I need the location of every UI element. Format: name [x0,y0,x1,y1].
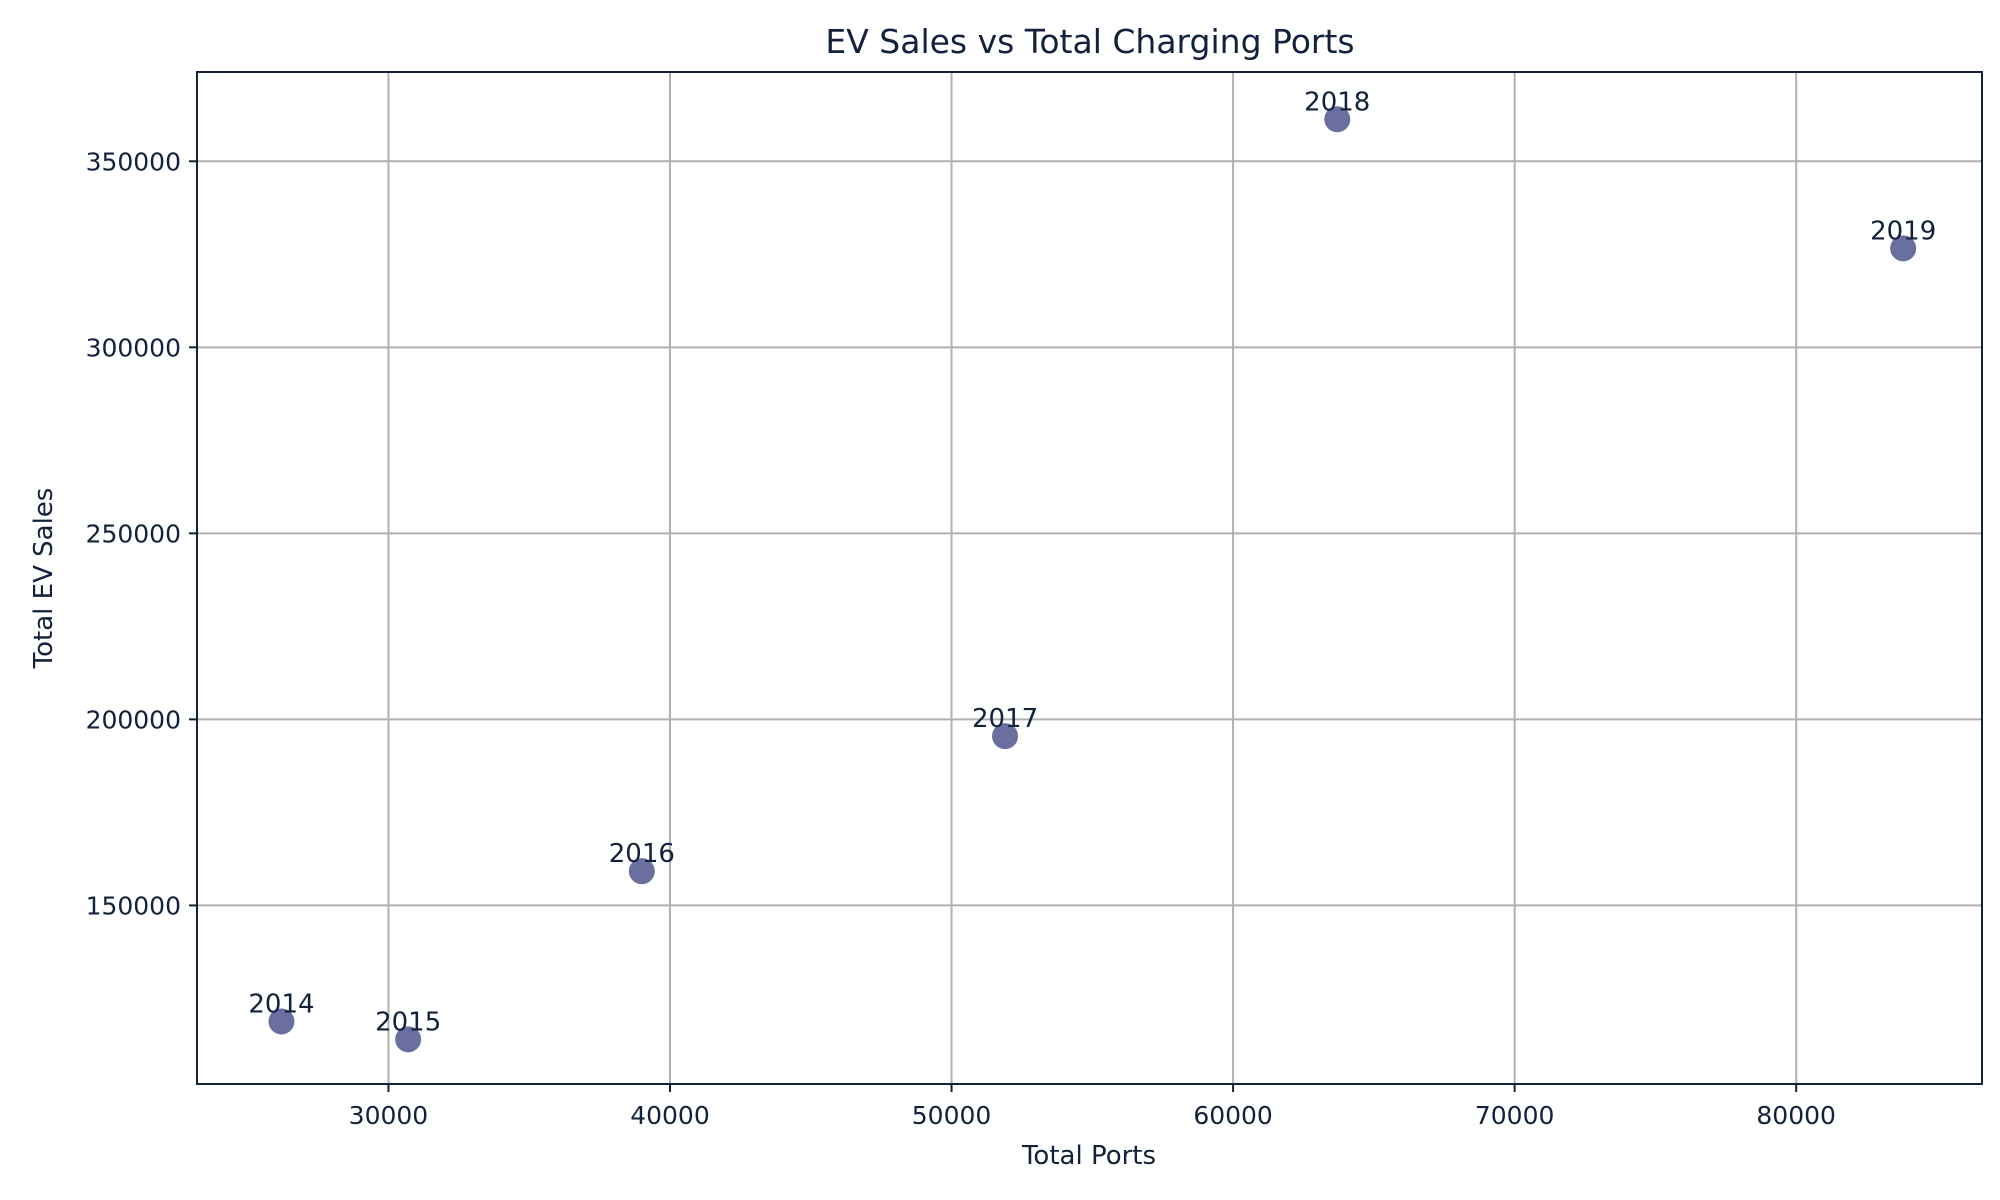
x-tick-label: 40000 [630,1101,710,1130]
data-point-2016 [628,858,655,885]
data-points: 2014 2015 2016 2017 2018 2019 [248,87,1936,1053]
data-point-label: 2018 [1304,87,1370,117]
y-tick-label: 300000 [86,333,181,362]
chart-title: EV Sales vs Total Charging Ports [825,22,1354,61]
data-point-2014 [268,1008,295,1035]
y-axis-label: Total EV Sales [29,488,59,670]
data-point-2017 [992,723,1019,750]
y-tick-label: 350000 [86,147,181,176]
data-point-2015 [395,1026,422,1053]
data-point-label: 2016 [609,839,675,869]
y-tick-label: 200000 [86,705,181,734]
data-point-label: 2015 [375,1007,441,1037]
data-point-label: 2017 [972,704,1038,734]
x-axis-ticks: 30000 40000 50000 60000 70000 80000 [349,1084,1836,1130]
data-point-2018 [1324,106,1351,133]
data-point-label: 2014 [248,989,314,1019]
x-axis-label: Total Ports [1021,1141,1156,1171]
grid-lines [197,72,1982,1084]
y-tick-label: 150000 [86,891,181,920]
x-tick-label: 50000 [912,1101,992,1130]
x-tick-label: 80000 [1756,1101,1836,1130]
data-point-label: 2019 [1870,216,1936,246]
x-tick-label: 70000 [1475,1101,1555,1130]
y-axis-ticks: 150000 200000 250000 300000 350000 [86,147,197,920]
data-point-2019 [1890,235,1917,262]
x-tick-label: 30000 [349,1101,429,1130]
y-tick-label: 250000 [86,519,181,548]
x-tick-label: 60000 [1193,1101,1273,1130]
plot-frame [196,71,1983,1085]
